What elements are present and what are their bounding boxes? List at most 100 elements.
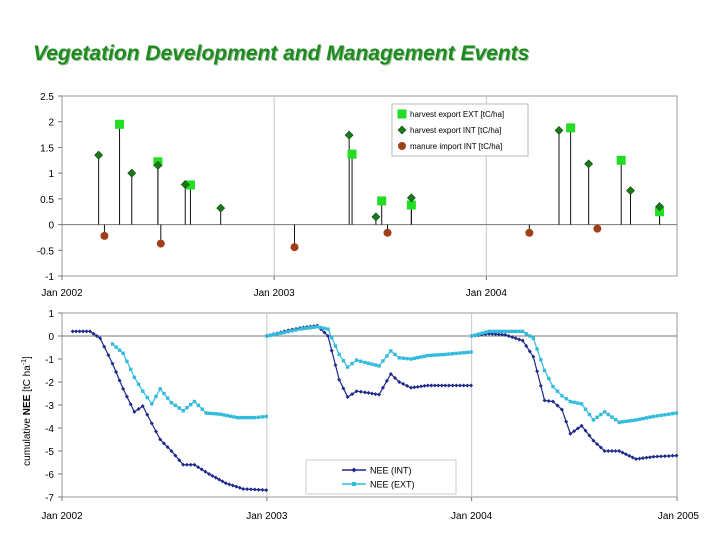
point-nee-int: [106, 353, 111, 358]
point-nee-int: [345, 394, 350, 399]
point-nee-int: [124, 394, 129, 399]
point-nee-ext: [141, 389, 145, 393]
point-nee-ext: [651, 414, 656, 419]
point-nee-ext: [670, 411, 675, 416]
point-nee-ext: [158, 387, 162, 391]
point-nee-int: [388, 371, 393, 376]
point-nee-ext: [535, 347, 539, 351]
point-nee-ext: [473, 333, 477, 337]
point-harvest-export-int-tc-ha: [94, 150, 104, 160]
point-nee-ext: [624, 419, 628, 424]
point-nee-int: [412, 385, 417, 390]
point-manure-import-int-tc-ha: [525, 228, 534, 237]
point-nee-int: [91, 331, 96, 336]
point-harvest-export-ext-tc-ha: [377, 196, 387, 206]
point-nee-int: [350, 392, 355, 397]
point-nee-int: [637, 456, 642, 461]
point-nee-int: [81, 329, 86, 334]
point-nee-ext: [363, 360, 367, 365]
point-nee-ext: [480, 331, 484, 335]
point-nee-ext: [264, 414, 268, 419]
point-nee-ext: [252, 415, 257, 420]
point-nee-int: [397, 380, 402, 384]
point-nee-ext: [591, 418, 596, 422]
point-nee-ext: [333, 344, 338, 348]
point-manure-import-int-tc-ha: [100, 231, 109, 240]
legend-marker: [397, 109, 407, 119]
point-nee-int: [538, 383, 543, 388]
point-nee-ext: [315, 325, 320, 329]
point-nee-ext: [298, 327, 302, 331]
point-nee-int: [165, 445, 170, 450]
point-nee-ext: [268, 333, 272, 338]
point-nee-ext: [385, 354, 389, 358]
point-nee-ext: [555, 389, 560, 393]
point-nee-ext: [114, 345, 118, 349]
point-nee-ext: [121, 351, 125, 355]
point-nee-ext: [196, 403, 201, 408]
point-nee-ext: [128, 367, 133, 372]
point-nee-int: [513, 336, 518, 341]
point-harvest-export-ext-tc-ha: [185, 180, 195, 190]
point-nee-int: [425, 383, 430, 388]
point-nee-int: [439, 383, 444, 388]
point-nee-ext: [528, 334, 532, 338]
point-nee-ext: [235, 415, 240, 420]
point-nee-int: [644, 455, 649, 460]
point-nee-ext: [416, 355, 420, 360]
point-nee-int: [595, 442, 600, 447]
point-nee-int: [623, 452, 628, 457]
point-manure-import-int-tc-ha: [156, 239, 165, 248]
point-nee-ext: [136, 382, 141, 386]
point-nee-int: [366, 390, 371, 395]
point-nee-int: [531, 354, 536, 359]
point-nee-ext: [440, 352, 444, 357]
point-nee-int: [110, 361, 115, 366]
point-harvest-export-ext-tc-ha: [566, 123, 576, 133]
point-nee-int: [591, 438, 596, 443]
point-nee-int: [207, 472, 212, 476]
point-nee-int: [443, 383, 448, 388]
point-nee-int: [77, 329, 82, 334]
legend-label: NEE (INT): [370, 466, 412, 476]
point-nee-ext: [242, 415, 247, 420]
point-nee-int: [136, 407, 141, 412]
y-tick-label: 1: [48, 309, 54, 320]
y-axis-label-end: ]: [22, 356, 33, 359]
point-nee-ext: [145, 395, 149, 400]
point-harvest-export-int-tc-ha: [584, 159, 594, 169]
point-nee-ext: [412, 356, 417, 361]
point-nee-int: [503, 332, 508, 337]
point-nee-ext: [447, 352, 451, 356]
point-nee-int: [117, 378, 122, 383]
point-nee-ext: [572, 400, 576, 405]
point-nee-ext: [290, 329, 294, 333]
point-nee-int: [252, 487, 257, 492]
point-nee-ext: [648, 415, 652, 419]
x-tick-label: Jan 2004: [451, 511, 493, 522]
point-nee-ext: [239, 415, 243, 420]
point-harvest-export-ext-tc-ha: [115, 119, 125, 129]
point-nee-ext: [469, 334, 474, 338]
point-nee-ext: [405, 356, 409, 361]
point-nee-int: [217, 477, 222, 482]
point-nee-ext: [256, 415, 261, 419]
point-nee-ext: [265, 334, 269, 338]
point-nee-int: [370, 391, 375, 396]
point-harvest-export-int-tc-ha: [344, 130, 354, 140]
point-nee-ext: [606, 412, 610, 417]
point-nee-int: [384, 378, 389, 383]
point-harvest-export-ext-tc-ha: [347, 149, 357, 159]
point-nee-ext: [232, 415, 236, 419]
point-nee-ext: [587, 412, 592, 417]
legend-label: harvest export INT [tC/ha]: [410, 126, 501, 135]
point-nee-int: [169, 449, 174, 453]
point-nee-int: [223, 481, 228, 486]
point-nee-ext: [465, 350, 470, 355]
point-nee-ext: [454, 351, 459, 356]
point-nee-int: [546, 398, 551, 403]
point-nee-int: [380, 385, 385, 390]
point-nee-ext: [228, 414, 233, 418]
point-nee-ext: [345, 365, 350, 369]
point-nee-int: [666, 453, 671, 458]
